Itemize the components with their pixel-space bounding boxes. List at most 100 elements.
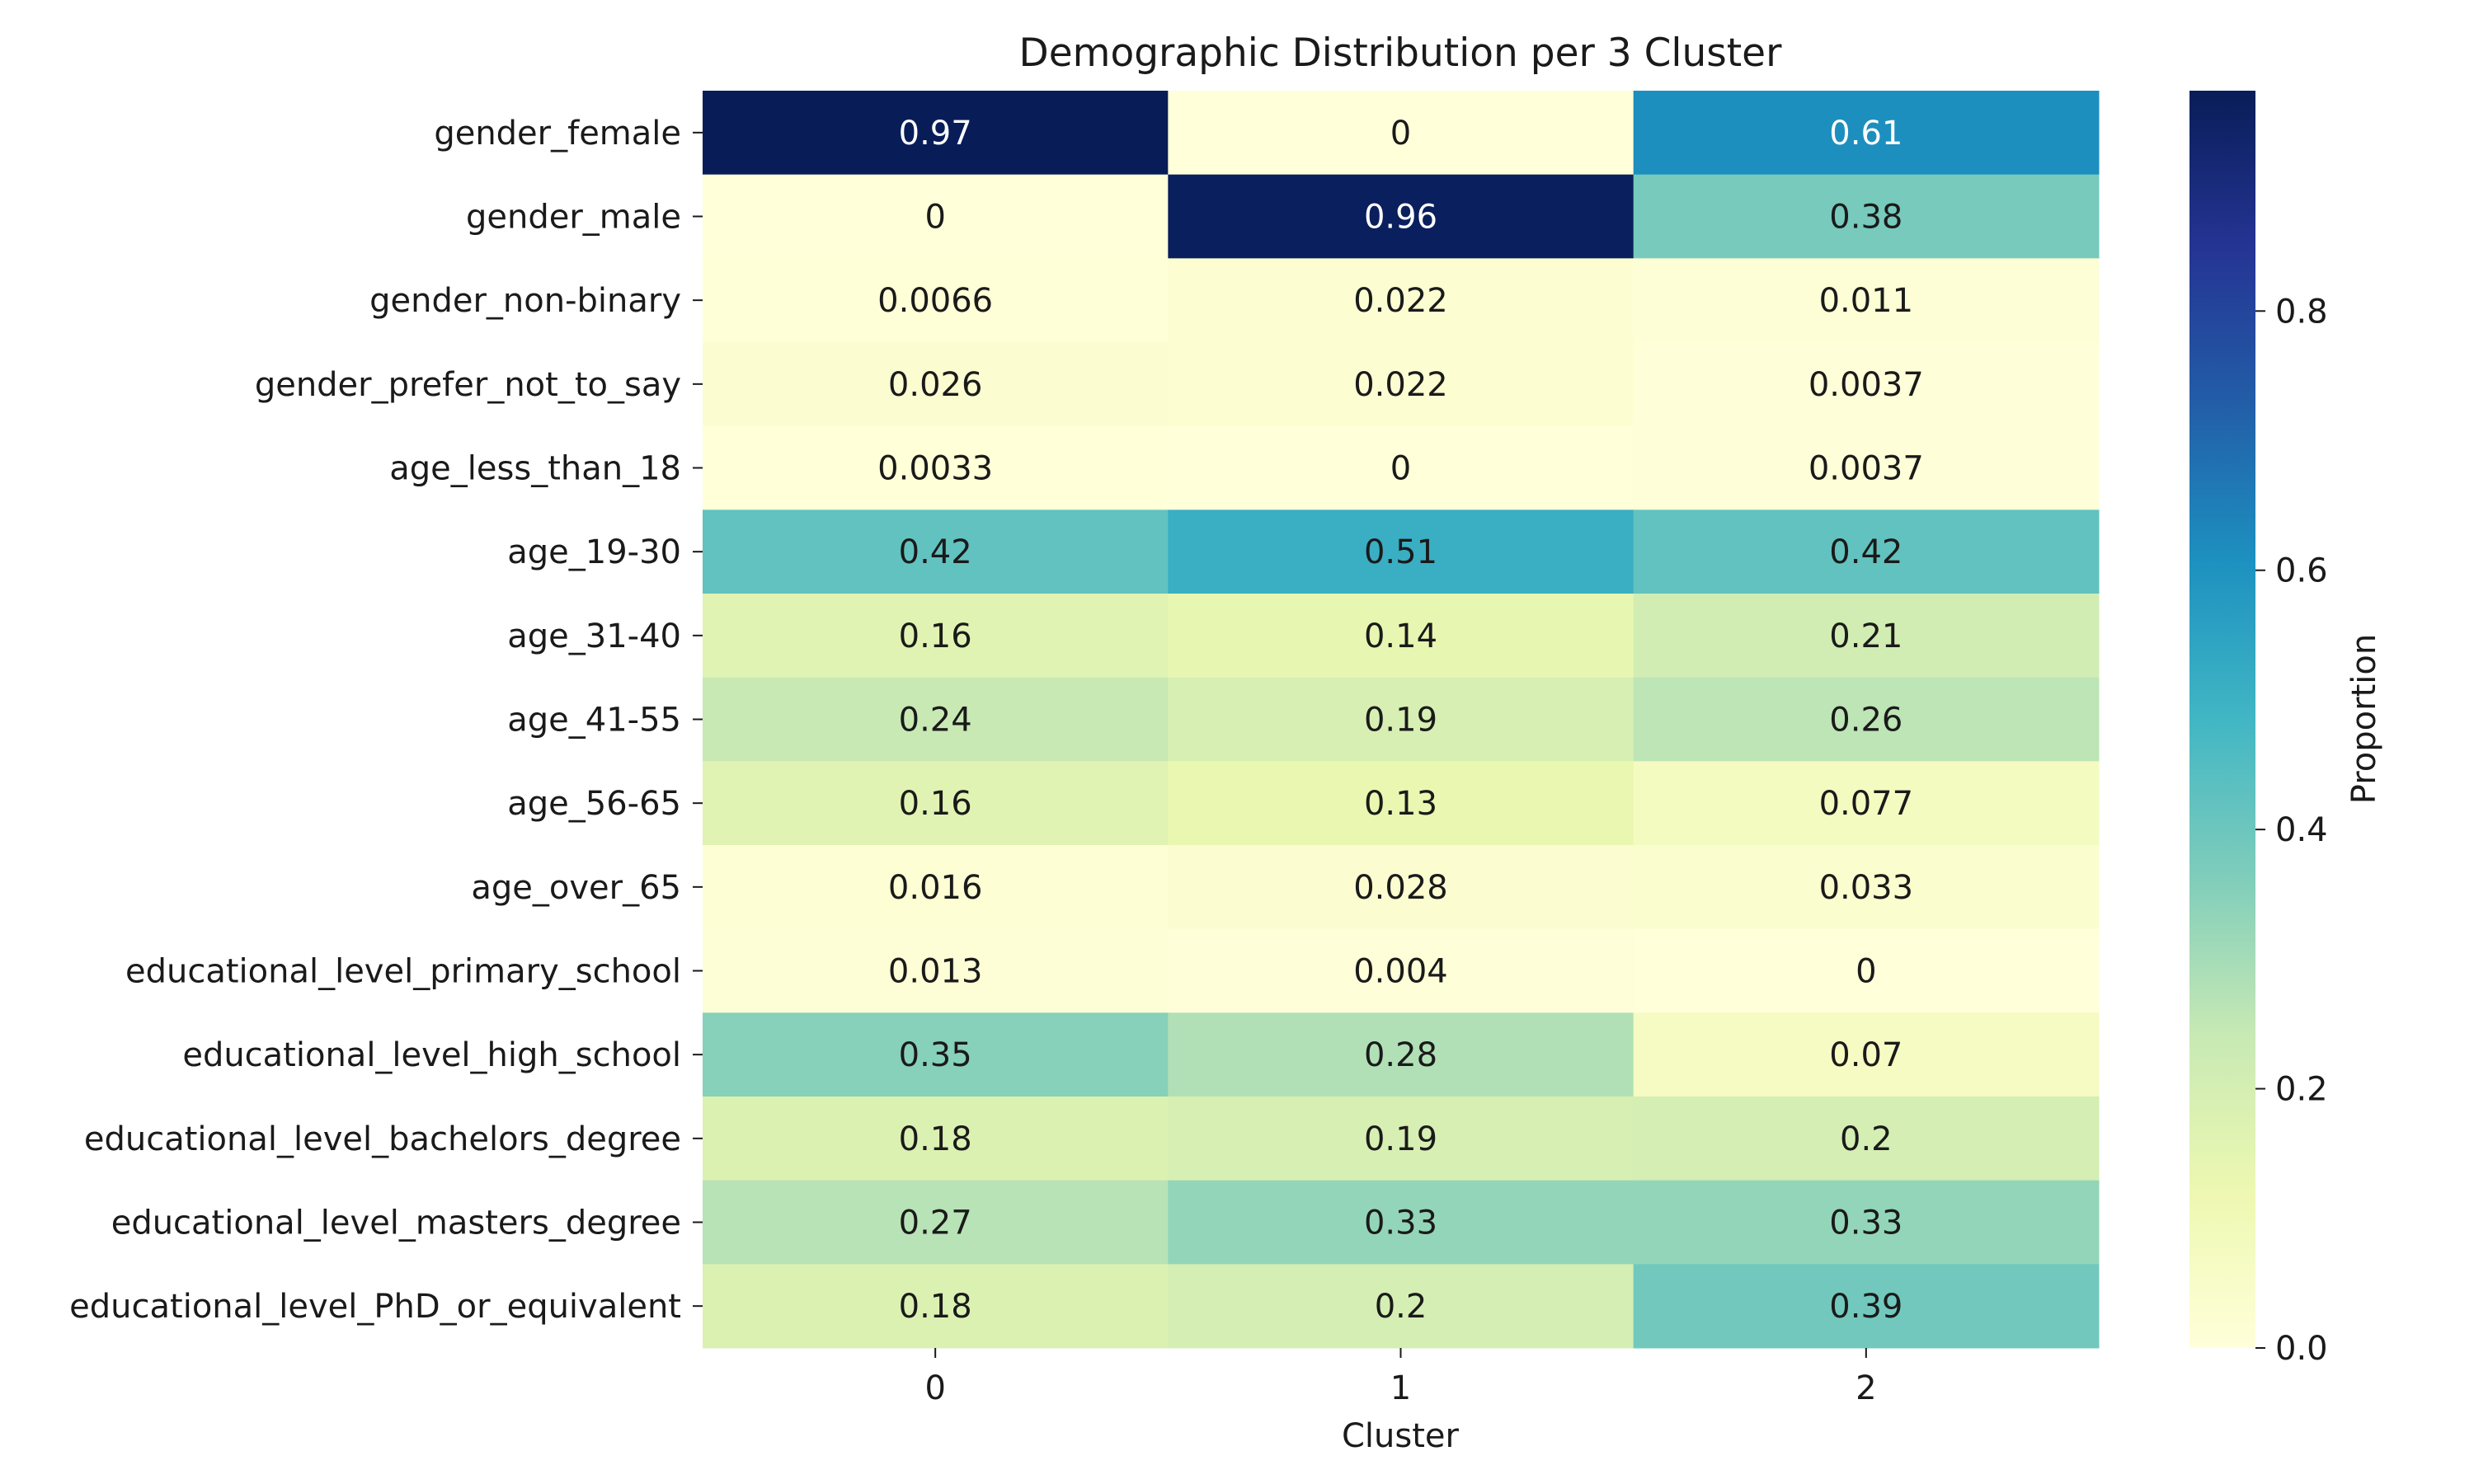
y-tick-label: age_31-40: [507, 618, 681, 655]
cell-value-label: 0.61: [1829, 115, 1903, 153]
heatmap-cell: [1168, 510, 1634, 594]
heatmap-cell: [1633, 258, 2100, 343]
heatmap-cell: [703, 677, 1169, 762]
heatmap-cell: [1633, 425, 2100, 510]
heatmap-cell: [1633, 845, 2100, 930]
heatmap-cell: [1168, 1180, 1634, 1265]
heatmap-cells: [703, 91, 2100, 1349]
cell-value-label: 0.07: [1829, 1036, 1903, 1074]
x-tick-label: 2: [1856, 1369, 1876, 1407]
heatmap-cell: [1168, 677, 1634, 762]
colorbar-label: Proportion: [2345, 634, 2383, 804]
cell-value-label: 0.011: [1819, 282, 1914, 320]
heatmap-cell: [703, 928, 1169, 1013]
cell-value-label: 0.33: [1829, 1205, 1903, 1242]
cell-value-label: 0.35: [899, 1036, 972, 1074]
cell-value-label: 0.2: [1840, 1120, 1893, 1158]
heatmap-cell: [1168, 845, 1634, 930]
colorbar-tick-label: 0.0: [2275, 1330, 2328, 1368]
cell-value-label: 0.026: [888, 366, 983, 404]
heatmap-cell: [1633, 1180, 2100, 1265]
heatmap-cell: [1633, 510, 2100, 594]
heatmap-cell: [1633, 594, 2100, 679]
cell-value-label: 0.42: [1829, 533, 1903, 571]
colorbar-tick-label: 0.8: [2275, 293, 2328, 331]
cell-value-label: 0.39: [1829, 1288, 1903, 1326]
cell-value-label: 0.19: [1364, 702, 1437, 740]
heatmap-cell: [1633, 1264, 2100, 1349]
cell-value-label: 0.51: [1364, 533, 1437, 571]
heatmap-cell: [1168, 1097, 1634, 1181]
heatmap-cell: [1633, 928, 2100, 1013]
heatmap-cell: [703, 1097, 1169, 1181]
cell-value-label: 0.21: [1829, 618, 1903, 655]
y-tick-label: gender_female: [434, 115, 681, 153]
cell-value-label: 0.022: [1353, 366, 1448, 404]
heatmap-cell: [1168, 761, 1634, 846]
heatmap-cell: [1168, 174, 1634, 259]
heatmap-cell: [1168, 425, 1634, 510]
cell-value-label: 0.0066: [877, 282, 993, 320]
cell-value-label: 0.022: [1353, 282, 1448, 320]
cell-value-label: 0.028: [1353, 869, 1448, 907]
y-tick-label: educational_level_PhD_or_equivalent: [69, 1288, 681, 1326]
heatmap-cell: [1633, 1012, 2100, 1097]
cell-value-label: 0: [1856, 953, 1876, 991]
cell-value-label: 0.033: [1819, 869, 1914, 907]
cell-value-label: 0.004: [1353, 953, 1448, 991]
y-tick-label: age_less_than_18: [389, 450, 681, 488]
heatmap-cell: [1633, 1097, 2100, 1181]
cell-value-label: 0.077: [1819, 785, 1914, 823]
cell-value-label: 0.0037: [1808, 450, 1924, 488]
y-tick-label: educational_level_masters_degree: [111, 1205, 681, 1242]
heatmap-cell: [703, 342, 1169, 427]
cell-value-label: 0: [1390, 450, 1411, 488]
cell-value-label: 0.013: [888, 953, 983, 991]
cell-value-label: 0.18: [899, 1288, 972, 1326]
cell-value-label: 0.42: [899, 533, 972, 571]
colorbar-tick-label: 0.6: [2275, 552, 2328, 590]
y-tick-label: age_41-55: [507, 702, 681, 740]
cell-value-label: 0.97: [899, 115, 972, 153]
heatmap-cell: [1633, 677, 2100, 762]
y-tick-label: educational_level_bachelors_degree: [84, 1120, 681, 1158]
cell-value-label: 0.14: [1364, 618, 1437, 655]
colorbar-tick-label: 0.4: [2275, 811, 2328, 849]
x-axis: 0 1 2: [924, 1348, 1877, 1407]
colorbar: 0.0 0.2 0.4 0.6 0.8 Proportion: [2189, 91, 2383, 1368]
heatmap-cell: [1168, 594, 1634, 679]
y-tick-label: gender_prefer_not_to_say: [255, 366, 681, 404]
cell-value-label: 0.2: [1375, 1288, 1427, 1326]
cell-value-label: 0.24: [899, 702, 972, 740]
y-tick-label: gender_non-binary: [369, 282, 681, 320]
cell-value-label: 0: [1390, 115, 1411, 153]
cell-value-labels: 0.97 0 0.61 0 0.96 0.38 0.0066 0.022 0.011 0.026 0…: [877, 115, 1924, 1326]
heatmap-cell: [1633, 761, 2100, 846]
cell-value-label: 0.0037: [1808, 366, 1924, 404]
x-axis-label: Cluster: [1342, 1417, 1460, 1455]
heatmap-cell: [1168, 1012, 1634, 1097]
heatmap-cell: [703, 1012, 1169, 1097]
cell-value-label: 0.016: [888, 869, 983, 907]
cell-value-label: 0.0033: [877, 450, 993, 488]
y-tick-label: age_over_65: [471, 869, 681, 907]
cell-value-label: 0.26: [1829, 702, 1903, 740]
heatmap-cell: [703, 594, 1169, 679]
y-tick-label: educational_level_high_school: [182, 1036, 681, 1074]
y-axis: gender_female gender_male gender_non-binar…: [69, 115, 703, 1326]
heatmap-cell: [703, 425, 1169, 510]
heatmap-cell: [1168, 91, 1634, 176]
heatmap-cell: [1633, 91, 2100, 176]
heatmap-cell: [1168, 342, 1634, 427]
y-tick-label: age_19-30: [507, 533, 681, 571]
x-tick-label: 1: [1390, 1369, 1411, 1407]
colorbar-tick-label: 0.2: [2275, 1071, 2328, 1109]
colorbar-ticks: 0.0 0.2 0.4 0.6 0.8: [2255, 293, 2328, 1368]
y-tick-label: gender_male: [466, 199, 681, 237]
cell-value-label: 0.96: [1364, 199, 1437, 237]
y-tick-label: age_56-65: [507, 785, 681, 823]
heatmap-cell: [703, 91, 1169, 176]
cell-value-label: 0.38: [1829, 199, 1903, 237]
chart-title: Demographic Distribution per 3 Cluster: [1019, 31, 1783, 76]
cell-value-label: 0.33: [1364, 1205, 1437, 1242]
